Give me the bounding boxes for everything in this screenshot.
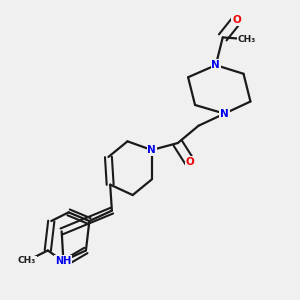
Text: O: O	[232, 15, 241, 25]
Text: CH₃: CH₃	[238, 35, 256, 44]
Text: N: N	[220, 109, 229, 118]
Text: N: N	[212, 60, 220, 70]
Text: CH₃: CH₃	[18, 256, 36, 265]
Text: O: O	[185, 157, 194, 167]
Text: NH: NH	[55, 256, 71, 266]
Text: N: N	[147, 145, 156, 155]
